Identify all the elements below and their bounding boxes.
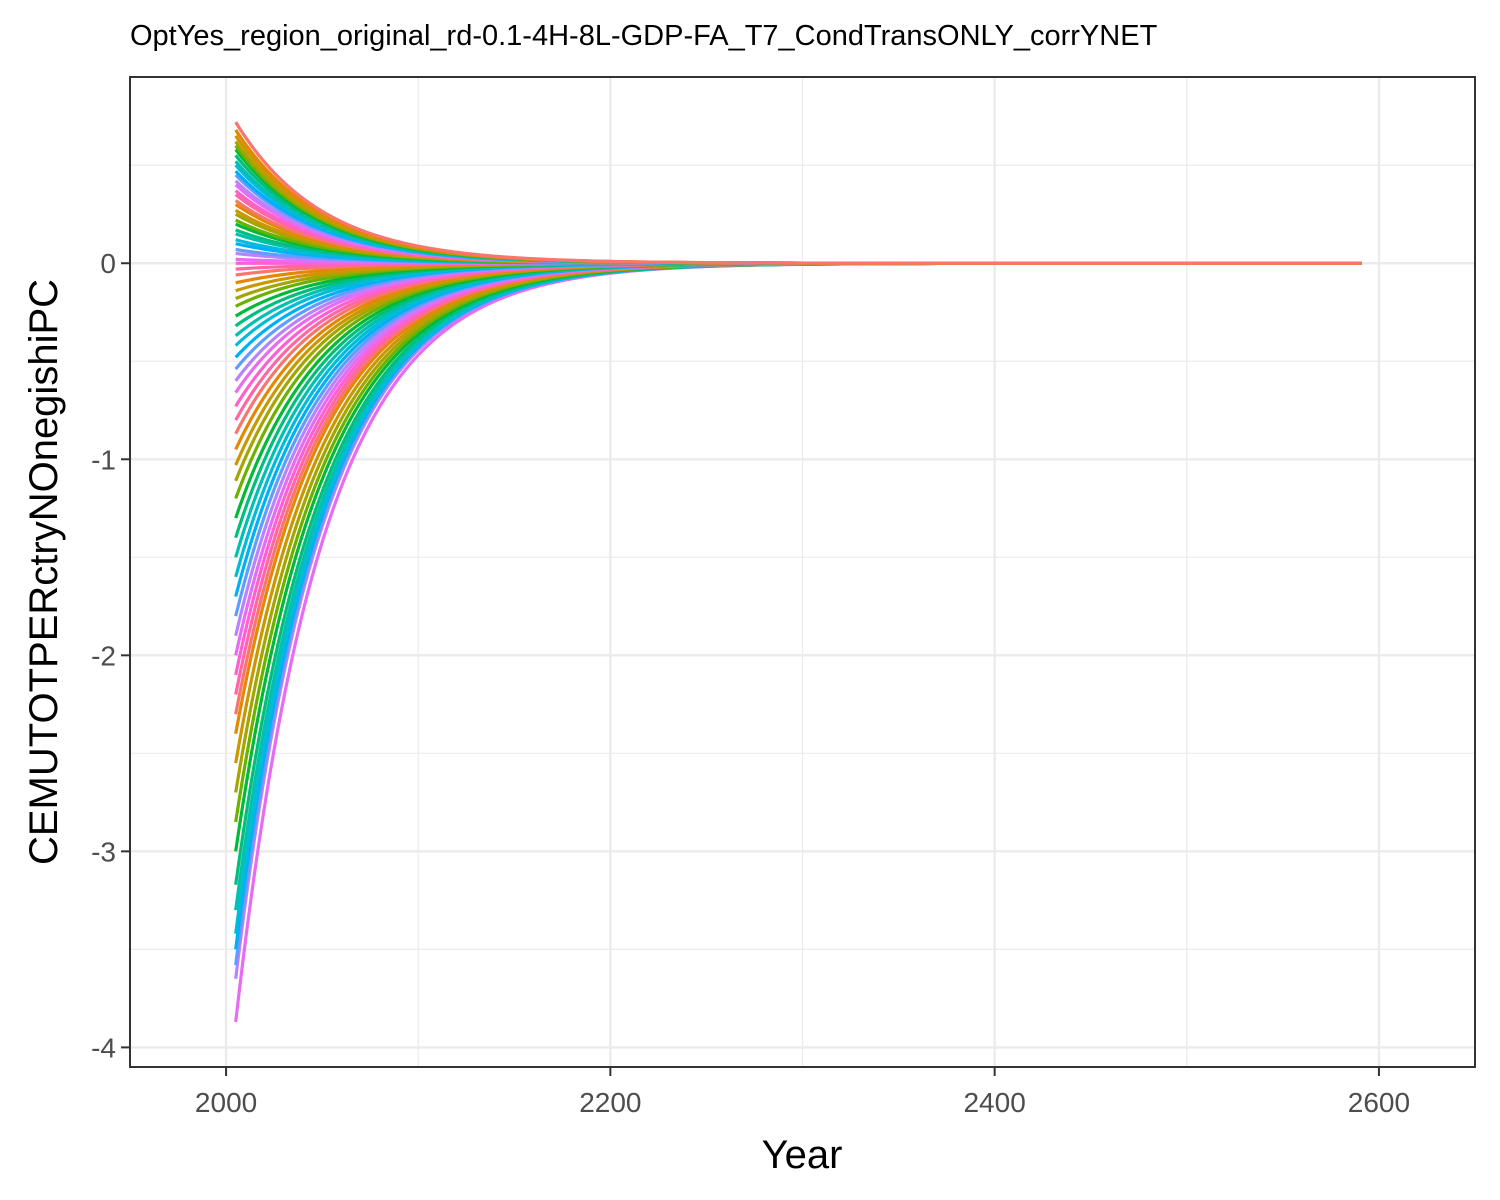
y-axis: 0 -1 -2 -3 -4: [91, 248, 130, 1063]
y-tick-label: -4: [91, 1032, 116, 1063]
x-tick-label: 2400: [963, 1087, 1025, 1118]
y-tick-label: -2: [91, 640, 116, 671]
plot-border: [129, 76, 1476, 1068]
x-axis-title: Year: [762, 1133, 843, 1177]
chart-title: OptYes_region_original_rd-0.1-4H-8L-GDP-…: [130, 20, 1158, 52]
minor-gridlines: [130, 77, 1475, 1067]
series-lines: [234, 121, 1362, 1023]
y-tick-label: -3: [91, 836, 116, 867]
y-tick-label: 0: [100, 248, 116, 279]
x-axis: 2000 2200 2400 2600: [195, 1067, 1410, 1118]
x-tick-label: 2600: [1348, 1087, 1410, 1118]
series-line: [234, 121, 1362, 265]
x-tick-label: 2200: [579, 1087, 641, 1118]
y-tick-label: -1: [91, 444, 116, 475]
y-axis-title: CEMUTOTPERctryNOnegishiPC: [22, 279, 66, 865]
x-tick-label: 2000: [195, 1087, 257, 1118]
major-gridlines: [130, 77, 1475, 1067]
